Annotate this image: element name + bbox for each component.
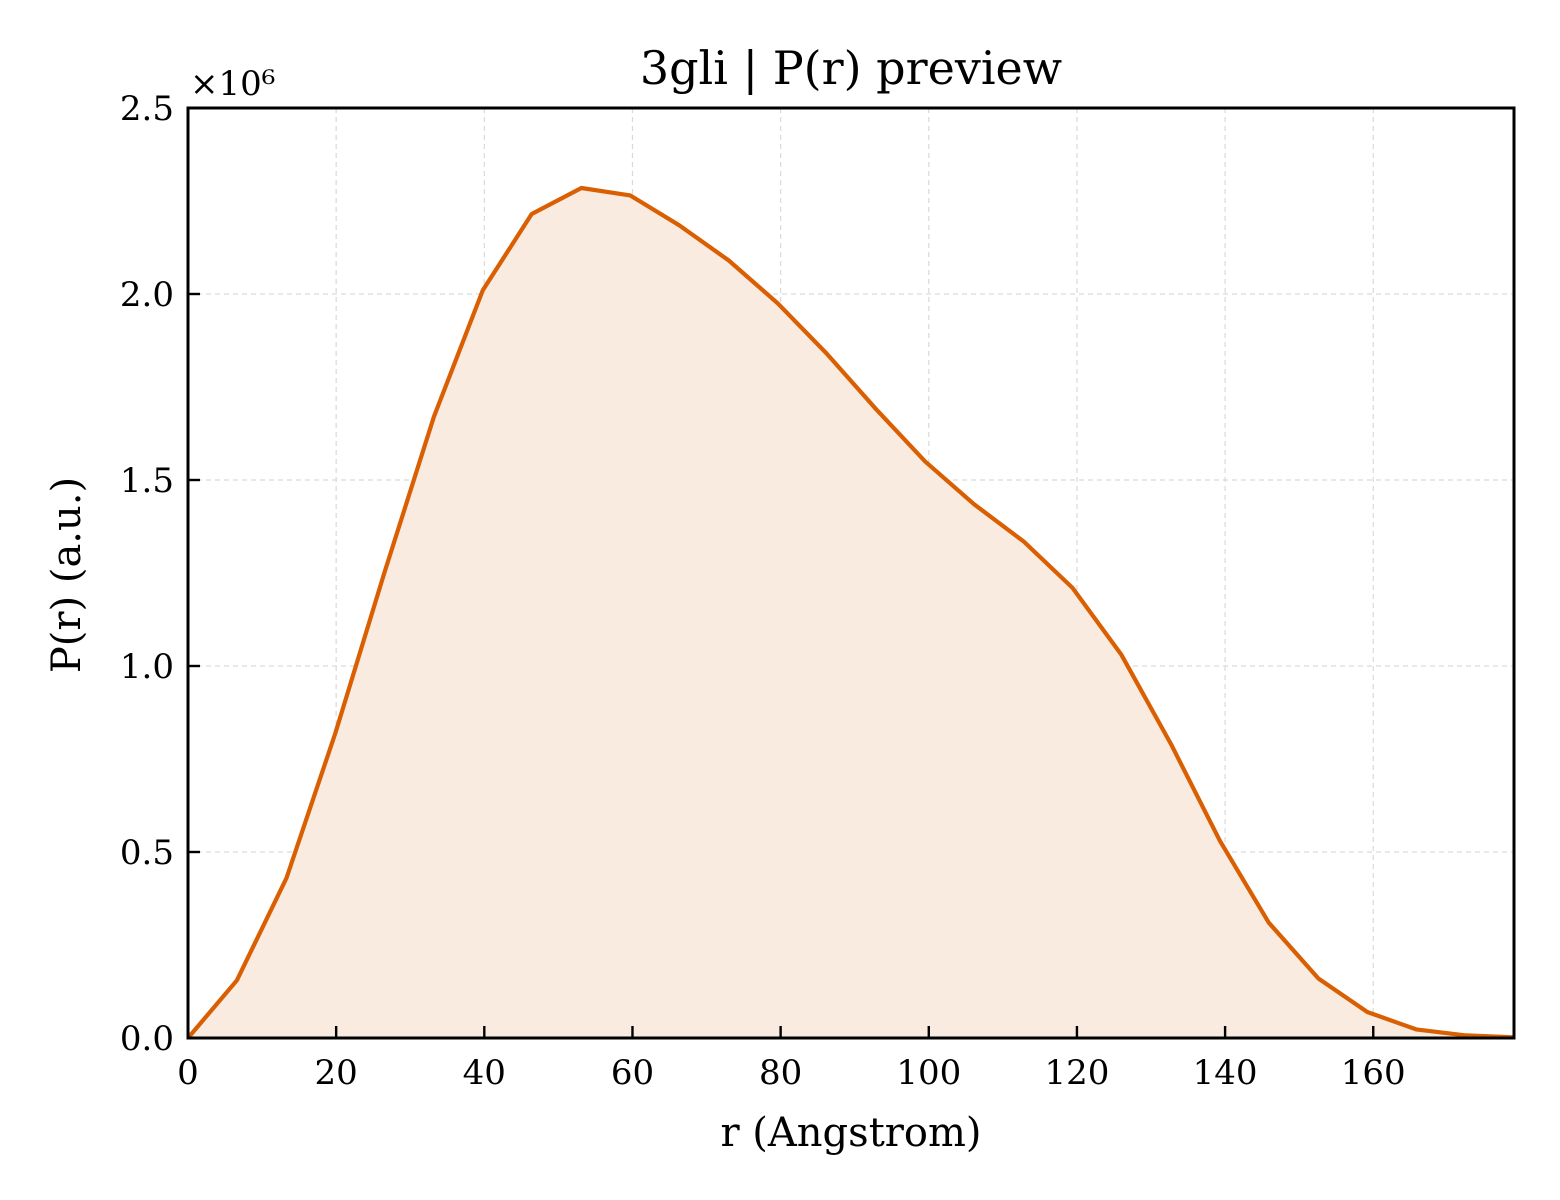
- x-tick-label: 160: [1341, 1053, 1406, 1093]
- y-axis-label: P(r) (a.u.): [44, 477, 90, 673]
- y-tick-label: 0.0: [120, 1019, 174, 1059]
- y-tick-label: 0.5: [120, 833, 174, 873]
- x-tick-label: 120: [1044, 1053, 1109, 1093]
- x-tick-label: 40: [463, 1053, 506, 1093]
- y-offset-label: ×10⁶: [190, 64, 275, 104]
- y-tick-label: 1.5: [120, 461, 174, 501]
- x-tick-label: 60: [611, 1053, 654, 1093]
- x-tick-label: 20: [315, 1053, 358, 1093]
- y-tick-label: 1.0: [120, 647, 174, 687]
- x-tick-label: 140: [1193, 1053, 1258, 1093]
- x-tick-label: 80: [759, 1053, 802, 1093]
- plot-frame: [186, 106, 1516, 1040]
- chart-title: 3gli | P(r) preview: [640, 41, 1062, 95]
- y-tick-label: 2.5: [120, 89, 174, 129]
- series-line: [186, 185, 1515, 1040]
- x-axis-label: r (Angstrom): [720, 1110, 981, 1156]
- tick-labels: 0 20 40 60 80 100 120 140 160 0.0 0.5 1.0 1.5 2.0 2.5: [120, 89, 1406, 1093]
- x-tick-label: 0: [177, 1053, 199, 1093]
- x-tick-label: 100: [896, 1053, 961, 1093]
- area-fill: [188, 188, 1514, 1038]
- y-tick-label: 2.0: [120, 275, 174, 315]
